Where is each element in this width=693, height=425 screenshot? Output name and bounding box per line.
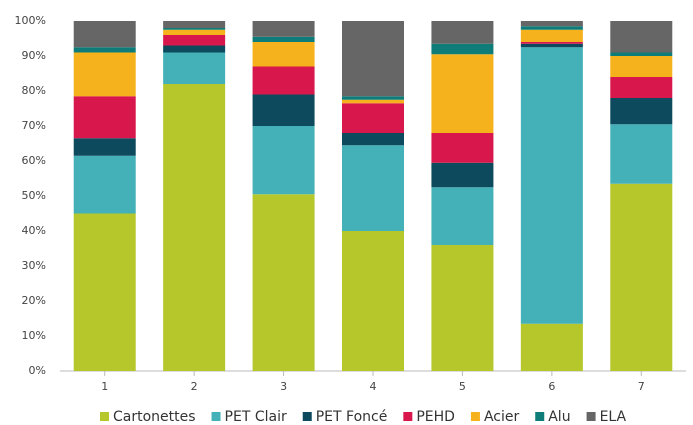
bar-segment <box>342 133 404 146</box>
x-tick-label: 2 <box>191 380 198 393</box>
y-tick-label: 0% <box>29 364 46 377</box>
y-tick-label: 70% <box>22 119 46 132</box>
bar-segment <box>163 21 226 28</box>
bar-segment <box>73 96 136 139</box>
bar-segment <box>520 42 583 44</box>
legend: Cartonettes PET Clair PET Foncé PEHD Acier Al… <box>100 409 627 425</box>
legend-label: PEHD <box>416 409 455 425</box>
bar-segment <box>520 26 583 30</box>
bar-segment <box>342 21 404 97</box>
bar-segment <box>431 54 494 133</box>
y-tick-label: 60% <box>22 154 46 167</box>
bar-segment <box>520 43 583 48</box>
x-tick-label: 7 <box>638 380 645 393</box>
legend-swatch <box>535 412 545 421</box>
legend-label: PET Clair <box>225 409 287 425</box>
bar-segment <box>431 133 494 163</box>
bar-segment <box>252 42 315 67</box>
bar-segment <box>163 45 226 53</box>
bar-segment <box>163 84 226 371</box>
bar-segment <box>431 162 494 188</box>
legend-label: Acier <box>484 409 520 425</box>
bar-segment <box>520 21 583 27</box>
bar-segment <box>252 94 315 126</box>
bar-segment <box>610 124 673 184</box>
y-tick-label: 30% <box>22 259 46 272</box>
x-tick-label: 1 <box>101 380 108 393</box>
y-tick-label: 20% <box>22 294 46 307</box>
legend-label: Cartonettes <box>113 409 196 425</box>
bar-segment <box>342 96 404 100</box>
y-tick-label: 90% <box>22 49 46 62</box>
legend-label: ELA <box>600 409 627 425</box>
bar-segment <box>342 145 404 231</box>
x-tick-label: 4 <box>370 380 377 393</box>
bar-segment <box>431 245 494 371</box>
x-tick-label: 5 <box>459 380 466 393</box>
bar-segment <box>252 21 315 37</box>
y-tick-label: 40% <box>22 224 46 237</box>
y-tick-label: 100% <box>15 14 46 27</box>
bar-segment <box>431 187 494 245</box>
y-tick-label: 10% <box>22 329 46 342</box>
bar-segment <box>610 56 673 77</box>
bar-segment <box>252 194 315 371</box>
legend-swatch <box>586 412 596 421</box>
bar-segment <box>73 138 136 156</box>
bar-segment <box>610 21 673 53</box>
bar-segment <box>252 126 315 195</box>
x-tick-label: 6 <box>548 380 555 393</box>
bar-segment <box>73 47 136 53</box>
y-tick-label: 80% <box>22 84 46 97</box>
bar-segment <box>163 35 226 46</box>
bar-segment <box>73 155 136 214</box>
legend-label: PET Foncé <box>316 409 388 425</box>
legend-swatch <box>211 412 221 421</box>
bar-segment <box>342 103 404 133</box>
bar-segment <box>342 231 404 371</box>
bar-segment <box>520 29 583 42</box>
bar-segment <box>163 29 226 35</box>
bar-segment <box>163 52 226 84</box>
bar-segment <box>610 98 673 125</box>
bar-segment <box>610 183 673 371</box>
bar-segment <box>520 323 583 371</box>
legend-swatch <box>403 412 413 421</box>
bar-segment <box>610 77 673 98</box>
bar-segment <box>431 21 494 44</box>
bar-segment <box>342 99 404 104</box>
bar-segment <box>520 47 583 324</box>
y-tick-label: 50% <box>22 189 46 202</box>
legend-swatch <box>302 412 312 421</box>
bar-segment <box>252 66 315 95</box>
bar-segment <box>252 36 315 42</box>
legend-swatch <box>100 412 109 421</box>
bar-segment <box>610 52 673 56</box>
bar-segment <box>431 43 494 55</box>
x-tick-label: 3 <box>280 380 287 393</box>
legend-swatch <box>470 412 480 421</box>
bar-segment <box>163 28 226 30</box>
bar-segment <box>73 213 136 371</box>
legend-label: Alu <box>548 409 570 425</box>
bar-segment <box>73 21 136 48</box>
bar-segment <box>73 52 136 97</box>
